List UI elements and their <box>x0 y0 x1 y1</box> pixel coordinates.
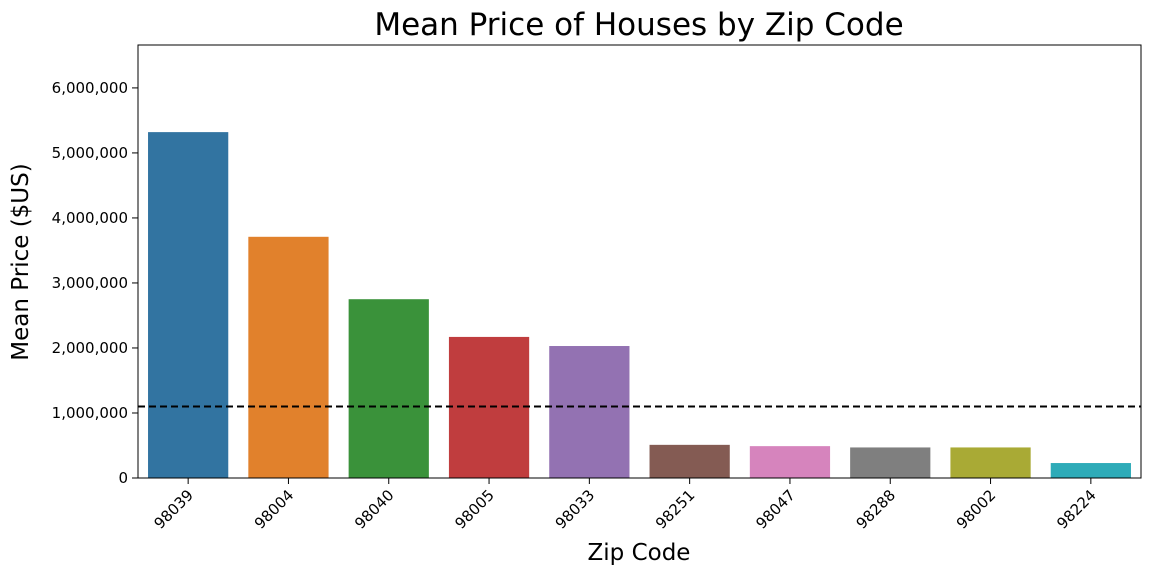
y-tick-label: 0 <box>118 469 128 487</box>
x-axis-title: Zip Code <box>588 540 691 566</box>
bar-98039 <box>148 132 229 478</box>
chart-title: Mean Price of Houses by Zip Code <box>374 7 903 43</box>
y-tick-label: 2,000,000 <box>52 339 128 357</box>
bar-98002 <box>950 447 1031 478</box>
x-tick-label: 98288 <box>853 486 899 532</box>
plot-area: 0 1,000,000 2,000,000 3,000,000 4,000,000 5,0… <box>52 44 1142 533</box>
x-tick-label: 98224 <box>1053 486 1099 532</box>
x-tick-label: 98004 <box>251 486 297 532</box>
x-tick-label: 98002 <box>953 486 999 532</box>
x-tick-label: 98251 <box>652 486 698 532</box>
x-tick-label: 98040 <box>351 486 397 532</box>
y-tick-label: 4,000,000 <box>52 209 128 227</box>
bar-98224 <box>1050 463 1131 478</box>
bars <box>148 132 1131 478</box>
plot-frame <box>137 44 1142 479</box>
bar-98004 <box>248 236 329 478</box>
x-tick-label: 98005 <box>451 486 497 532</box>
x-tick-label: 98039 <box>151 486 197 532</box>
bar-98040 <box>348 299 429 478</box>
y-axis: 0 1,000,000 2,000,000 3,000,000 4,000,000 5,0… <box>52 79 138 487</box>
y-tick-label: 6,000,000 <box>52 79 128 97</box>
bar-98033 <box>549 346 630 478</box>
x-tick-label: 98033 <box>552 486 598 532</box>
y-tick-label: 5,000,000 <box>52 144 128 162</box>
bar-98047 <box>749 446 831 478</box>
x-tick-label: 98047 <box>752 486 798 532</box>
bar-98251 <box>649 444 730 478</box>
y-tick-label: 3,000,000 <box>52 274 128 292</box>
bar-98288 <box>850 447 931 478</box>
x-axis: 98039 98004 98040 98005 98033 98251 98047 98288… <box>151 478 1100 533</box>
y-axis-title: Mean Price ($US) <box>8 163 34 360</box>
y-tick-label: 1,000,000 <box>52 404 128 422</box>
